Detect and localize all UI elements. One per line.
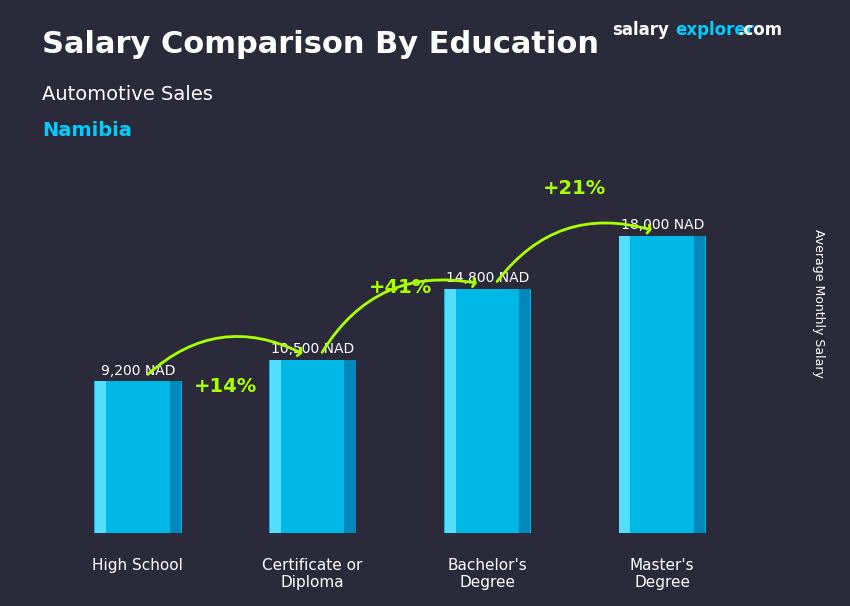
Text: Salary Comparison By Education: Salary Comparison By Education	[42, 30, 599, 59]
Bar	[170, 381, 181, 533]
Bar	[694, 236, 705, 533]
Text: High School: High School	[93, 558, 184, 573]
Text: .com: .com	[737, 21, 782, 39]
Text: Namibia: Namibia	[42, 121, 133, 140]
Bar	[619, 236, 706, 533]
Bar	[620, 236, 631, 533]
Text: 18,000 NAD: 18,000 NAD	[620, 219, 704, 233]
Text: 14,800 NAD: 14,800 NAD	[445, 271, 530, 285]
Text: +21%: +21%	[543, 179, 607, 198]
Bar	[94, 381, 182, 533]
Text: Average Monthly Salary: Average Monthly Salary	[812, 228, 824, 378]
Text: 9,200 NAD: 9,200 NAD	[100, 364, 175, 378]
Bar	[445, 288, 456, 533]
Text: salary: salary	[612, 21, 669, 39]
Text: Automotive Sales: Automotive Sales	[42, 85, 213, 104]
Text: 10,500 NAD: 10,500 NAD	[271, 342, 354, 356]
Text: Master's
Degree: Master's Degree	[630, 558, 694, 590]
Bar	[444, 288, 531, 533]
Text: explorer: explorer	[676, 21, 755, 39]
Text: +41%: +41%	[368, 278, 432, 298]
Text: Bachelor's
Degree: Bachelor's Degree	[448, 558, 527, 590]
Bar	[269, 360, 280, 533]
Bar	[519, 288, 530, 533]
Bar	[269, 360, 356, 533]
Bar	[95, 381, 106, 533]
Text: +14%: +14%	[194, 377, 257, 396]
Bar	[344, 360, 355, 533]
Text: Certificate or
Diploma: Certificate or Diploma	[263, 558, 363, 590]
